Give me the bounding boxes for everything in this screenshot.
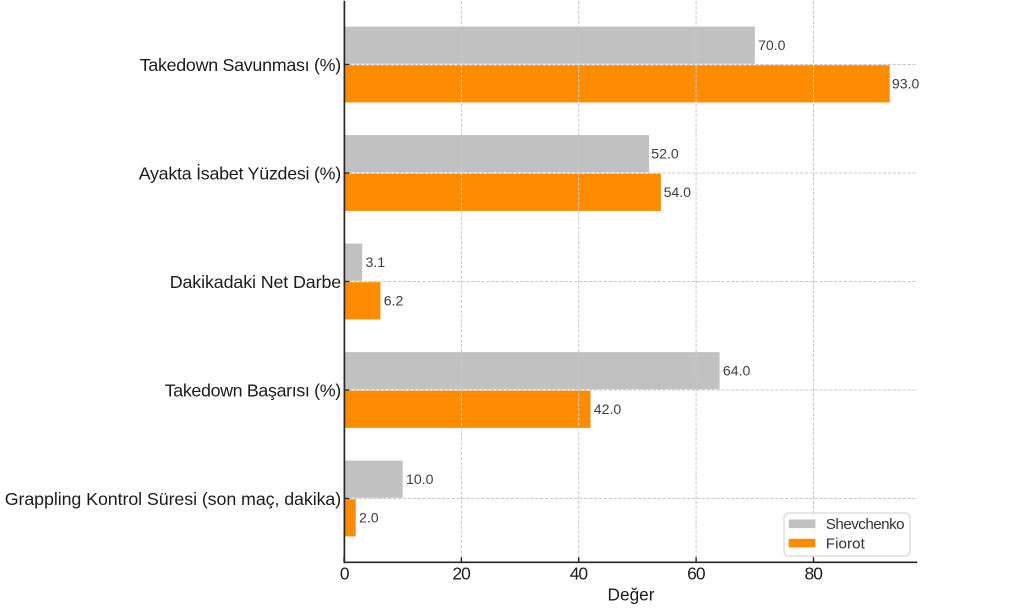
svg-text:80: 80 [805, 564, 823, 584]
svg-text:Değer: Değer [608, 584, 655, 604]
svg-text:0: 0 [340, 564, 350, 584]
svg-text:Dakikadaki Net Darbe: Dakikadaki Net Darbe [170, 272, 342, 292]
svg-text:Fiorot: Fiorot [826, 536, 866, 553]
svg-text:Grappling Kontrol Süresi (son: Grappling Kontrol Süresi (son maç, dakik… [5, 489, 342, 509]
svg-text:Takedown Savunması (%): Takedown Savunması (%) [140, 55, 342, 75]
svg-text:Takedown Başarısı (%): Takedown Başarısı (%) [165, 380, 342, 400]
svg-text:10.0: 10.0 [406, 471, 434, 487]
svg-text:60: 60 [687, 564, 705, 584]
svg-text:70.0: 70.0 [758, 37, 786, 53]
svg-text:Ayakta İsabet Yüzdesi (%): Ayakta İsabet Yüzdesi (%) [139, 163, 342, 183]
svg-text:Shevchenko: Shevchenko [826, 516, 905, 533]
svg-text:54.0: 54.0 [664, 184, 692, 200]
svg-text:3.1: 3.1 [366, 254, 386, 270]
svg-text:64.0: 64.0 [723, 363, 751, 379]
svg-text:42.0: 42.0 [594, 401, 622, 417]
svg-text:6.2: 6.2 [384, 293, 404, 309]
svg-text:52.0: 52.0 [651, 146, 679, 162]
svg-text:40: 40 [570, 564, 588, 584]
svg-text:2.0: 2.0 [359, 510, 379, 526]
svg-text:93.0: 93.0 [892, 76, 920, 92]
svg-text:20: 20 [452, 564, 470, 584]
